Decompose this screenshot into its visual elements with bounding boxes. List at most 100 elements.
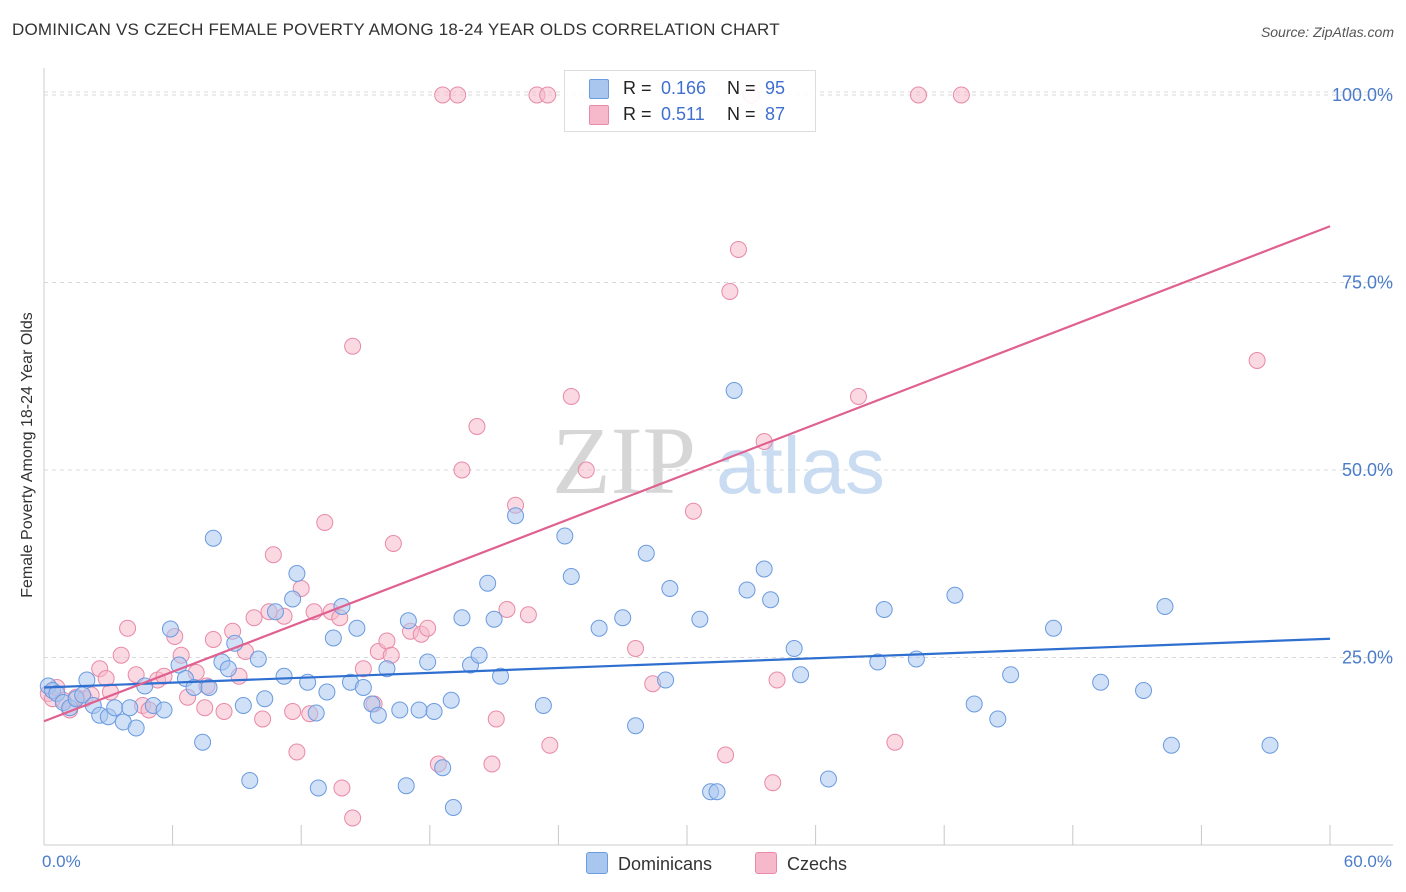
dominicans-point xyxy=(470,646,488,664)
czechs-point xyxy=(684,502,702,520)
dominicans-point xyxy=(444,799,462,816)
czechs-point xyxy=(717,746,735,764)
czechs-point xyxy=(288,743,306,761)
czechs-point xyxy=(419,619,437,637)
dominicans-point xyxy=(534,697,552,714)
y-tick-label: 50.0% xyxy=(1342,460,1393,480)
x-tick-label-max: 60.0% xyxy=(1343,852,1392,871)
legend-n-label: N = xyxy=(727,78,756,98)
czechs-point xyxy=(1248,352,1266,369)
dominicans-point xyxy=(194,733,212,751)
chart-title: DOMINICAN VS CZECH FEMALE POVERTY AMONG … xyxy=(12,20,780,39)
dominicans-point xyxy=(946,586,964,604)
dominicans-point xyxy=(562,568,580,585)
czechs-point xyxy=(204,631,222,648)
czechs-point xyxy=(384,535,402,552)
dominicans-point xyxy=(284,590,302,608)
dominicans-point xyxy=(485,610,503,628)
dominicans-point xyxy=(989,710,1007,728)
dominicans-point xyxy=(785,640,803,657)
legend-r-value: 0.166 xyxy=(661,78,707,98)
watermark-zip: ZIP xyxy=(552,407,696,514)
dominicans-point xyxy=(219,660,237,678)
czechs-point xyxy=(468,418,486,435)
czechs-point xyxy=(721,283,739,300)
dominicans-point xyxy=(691,610,709,628)
dominicans-point xyxy=(627,717,645,735)
dominicans-point xyxy=(792,666,810,684)
legend-swatch-czechs xyxy=(755,852,777,874)
czechs-point xyxy=(264,546,282,564)
legend-label-dominicans: Dominicans xyxy=(618,854,713,874)
legend-n-value: 95 xyxy=(765,78,786,98)
czechs-point xyxy=(909,86,927,104)
czechs-point xyxy=(119,619,137,637)
dominicans-point xyxy=(256,690,274,708)
czechs-point xyxy=(498,601,516,618)
czechs-point xyxy=(155,667,173,685)
czechs-point xyxy=(519,606,537,624)
dominicans-point xyxy=(479,574,497,592)
dominicans-point xyxy=(453,609,471,627)
czechs-point xyxy=(541,736,559,754)
dominicans-point xyxy=(425,703,443,720)
dominicans-point xyxy=(1045,619,1063,637)
legend-label-czechs: Czechs xyxy=(787,854,848,874)
dominicans-point xyxy=(155,701,173,719)
dominicans-point xyxy=(434,759,452,777)
czechs-point xyxy=(849,388,867,405)
y-tick-label: 75.0% xyxy=(1342,273,1393,293)
y-tick-label: 25.0% xyxy=(1342,648,1393,668)
y-axis-tick-labels: 25.0% 50.0% 75.0% 100.0% xyxy=(1332,85,1393,668)
czechs-trend-line xyxy=(43,225,1331,723)
dominicans-point xyxy=(492,667,510,685)
legend-r-label: R = xyxy=(623,78,652,98)
czechs-point xyxy=(434,86,452,104)
dominicans-point xyxy=(399,612,417,630)
czechs-point xyxy=(112,646,130,664)
dominicans-point xyxy=(204,529,222,547)
correlation-legend: R = 0.166 N = 95 R = 0.511 N = 87 xyxy=(564,70,816,132)
dominicans-point xyxy=(875,601,893,618)
czechs-point xyxy=(562,388,580,405)
dominicans-point xyxy=(1162,736,1180,754)
dominicans-point xyxy=(1135,682,1153,699)
dominicans-point xyxy=(249,650,267,668)
dominicans-point xyxy=(410,701,428,719)
czechs-point xyxy=(127,666,145,684)
czechs-point xyxy=(764,774,782,792)
czechs-point xyxy=(254,710,272,728)
dominicans-point xyxy=(309,779,327,797)
dominicans-point xyxy=(275,667,293,685)
dominicans-point xyxy=(590,619,608,637)
czechs-point xyxy=(196,699,214,717)
dominicans-point xyxy=(369,706,387,724)
dominicans-point xyxy=(234,697,252,714)
legend-r-value: 0.511 xyxy=(661,104,705,124)
dominicans-point xyxy=(725,382,743,399)
trend-lines xyxy=(43,225,1331,723)
dominicans-point xyxy=(348,619,366,637)
legend-n-value: 87 xyxy=(765,104,786,124)
dominicans-point xyxy=(397,777,415,795)
dominicans-point xyxy=(442,691,460,709)
x-axis-ticks xyxy=(172,825,1331,845)
y-axis-label: Female Poverty Among 18-24 Year Olds xyxy=(19,312,36,598)
czechs-point xyxy=(449,86,467,104)
czechs-point xyxy=(344,337,362,355)
czechs-point xyxy=(284,703,302,720)
dominicans-point xyxy=(106,699,124,717)
dominicans-point xyxy=(78,671,96,689)
czechs-point xyxy=(768,671,786,689)
czechs-point xyxy=(215,703,233,720)
dominicans-point xyxy=(378,660,396,678)
czechs-point xyxy=(245,609,263,627)
dominicans-point xyxy=(738,581,756,599)
czechs-point xyxy=(952,86,970,104)
dominicans-point xyxy=(1002,666,1020,684)
watermark-atlas: atlas xyxy=(716,421,885,510)
dominicans-point xyxy=(241,772,259,789)
czechs-point xyxy=(487,710,505,728)
czechs-point xyxy=(729,241,747,258)
